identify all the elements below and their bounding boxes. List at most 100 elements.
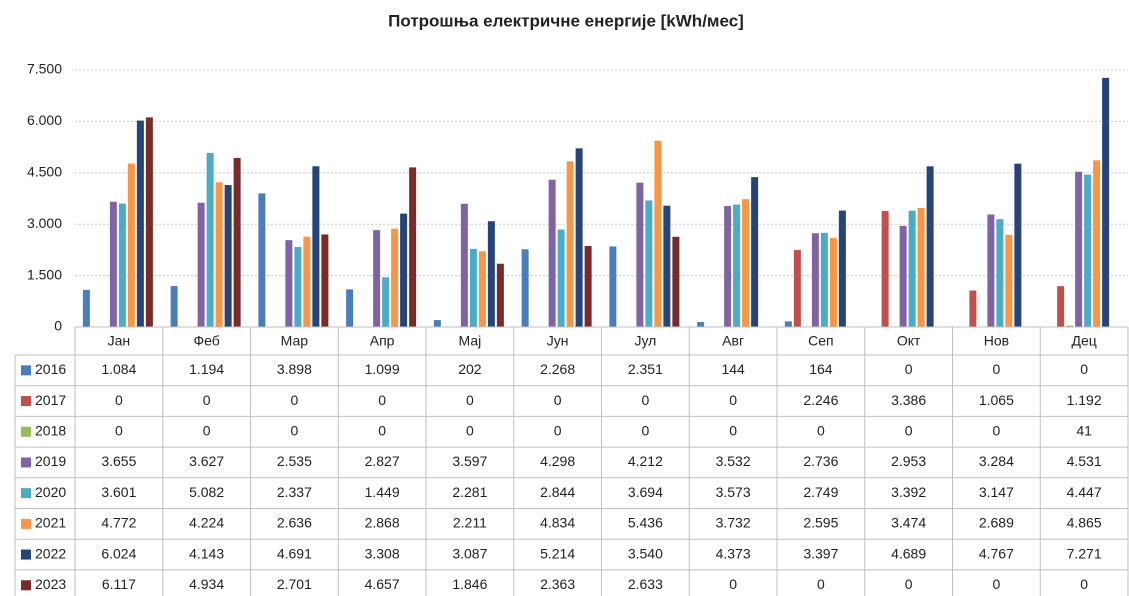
x-tick-label: Јун <box>547 333 569 349</box>
table-value: 4.531 <box>1067 453 1102 469</box>
table-value: 2.953 <box>891 453 926 469</box>
bar <box>409 167 417 327</box>
table-value: 3.284 <box>979 453 1014 469</box>
table-value: 3.474 <box>891 515 926 531</box>
legend-label: 2021 <box>35 515 66 531</box>
bar <box>838 210 846 327</box>
table-value: 3.898 <box>277 361 312 377</box>
table-value: 6.117 <box>102 576 136 592</box>
table-value: 4.689 <box>891 545 926 561</box>
x-tick-label: Авг <box>722 333 744 349</box>
bar <box>478 251 486 327</box>
table-value: 0 <box>466 422 474 438</box>
legend-label: 2019 <box>35 453 66 469</box>
chart-title: Потрошња електричне енергије [kWh/мес] <box>388 11 744 30</box>
legend-label: 2020 <box>35 484 66 500</box>
bar <box>136 120 144 327</box>
bar <box>215 182 223 327</box>
bar <box>926 166 934 327</box>
legend-label: 2018 <box>35 422 66 438</box>
table-value: 41 <box>1076 422 1092 438</box>
bar <box>109 201 117 327</box>
table-value: 3.087 <box>452 545 487 561</box>
x-tick-label: Мар <box>281 333 309 349</box>
table-value: 0 <box>378 392 386 408</box>
table-value: 2.351 <box>628 361 663 377</box>
y-tick-label: 6.000 <box>27 112 62 128</box>
y-tick-label: 7.500 <box>27 61 62 77</box>
bar <box>987 214 995 327</box>
table-value: 3.532 <box>716 453 751 469</box>
table-value: 2.211 <box>453 515 487 531</box>
table-value: 4.143 <box>189 545 224 561</box>
x-tick-label: Јул <box>634 333 656 349</box>
table-value: 202 <box>458 361 482 377</box>
bar <box>829 238 837 327</box>
bar <box>566 161 574 327</box>
bar <box>811 233 819 327</box>
bar <box>793 250 801 327</box>
table-value: 0 <box>992 422 1000 438</box>
bar <box>609 246 617 327</box>
table-value: 7.271 <box>1067 545 1102 561</box>
bar <box>145 117 153 327</box>
table-value: 4.212 <box>628 453 663 469</box>
table-value: 0 <box>817 422 825 438</box>
x-tick-label: Окт <box>897 333 921 349</box>
table-value: 2.636 <box>277 515 312 531</box>
bar <box>1005 234 1013 327</box>
table-value: 4.298 <box>540 453 575 469</box>
bar <box>881 210 889 327</box>
table-value: 0 <box>290 392 298 408</box>
table-value: 3.627 <box>189 453 224 469</box>
bar <box>663 205 671 327</box>
bar <box>557 229 565 327</box>
table-value: 4.834 <box>540 515 575 531</box>
bar <box>996 219 1004 327</box>
bar <box>575 148 583 327</box>
bar <box>233 157 241 327</box>
bar <box>645 200 653 327</box>
table-value: 0 <box>992 361 1000 377</box>
bar <box>1057 286 1065 327</box>
bar <box>917 207 925 327</box>
table-value: 1.194 <box>189 361 224 377</box>
table-value: 0 <box>729 422 737 438</box>
table-value: 2.363 <box>540 576 575 592</box>
table-value: 0 <box>203 392 211 408</box>
bar <box>636 182 644 327</box>
bar <box>170 286 178 327</box>
table-value: 4.865 <box>1067 515 1102 531</box>
bar <box>294 246 302 327</box>
table-value: 0 <box>817 576 825 592</box>
legend-swatch <box>21 580 31 591</box>
table-value: 0 <box>992 576 1000 592</box>
table-value: 0 <box>290 422 298 438</box>
bar <box>784 321 792 327</box>
table-value: 3.732 <box>716 515 751 531</box>
table-value: 4.373 <box>716 545 751 561</box>
bar <box>1102 77 1110 327</box>
table-value: 3.540 <box>628 545 663 561</box>
table-value: 3.147 <box>979 484 1014 500</box>
table-value: 2.868 <box>365 515 400 531</box>
table-value: 3.601 <box>101 484 136 500</box>
table-value: 4.934 <box>189 576 224 592</box>
table-value: 4.224 <box>189 515 224 531</box>
table-value: 2.827 <box>365 453 400 469</box>
x-tick-label: Сеп <box>808 333 833 349</box>
bar <box>820 232 828 327</box>
table-value: 0 <box>466 392 474 408</box>
table-value: 2.595 <box>803 515 838 531</box>
y-tick-label: 4.500 <box>27 164 62 180</box>
table-value: 4.767 <box>979 545 1014 561</box>
table-value: 0 <box>203 422 211 438</box>
bar <box>460 203 468 327</box>
table-value: 4.657 <box>365 576 400 592</box>
bar <box>303 236 311 327</box>
table-value: 0 <box>729 576 737 592</box>
table-value: 2.268 <box>540 361 575 377</box>
bar <box>1075 171 1083 327</box>
bar <box>969 290 977 327</box>
y-tick-label: 1.500 <box>27 266 62 282</box>
